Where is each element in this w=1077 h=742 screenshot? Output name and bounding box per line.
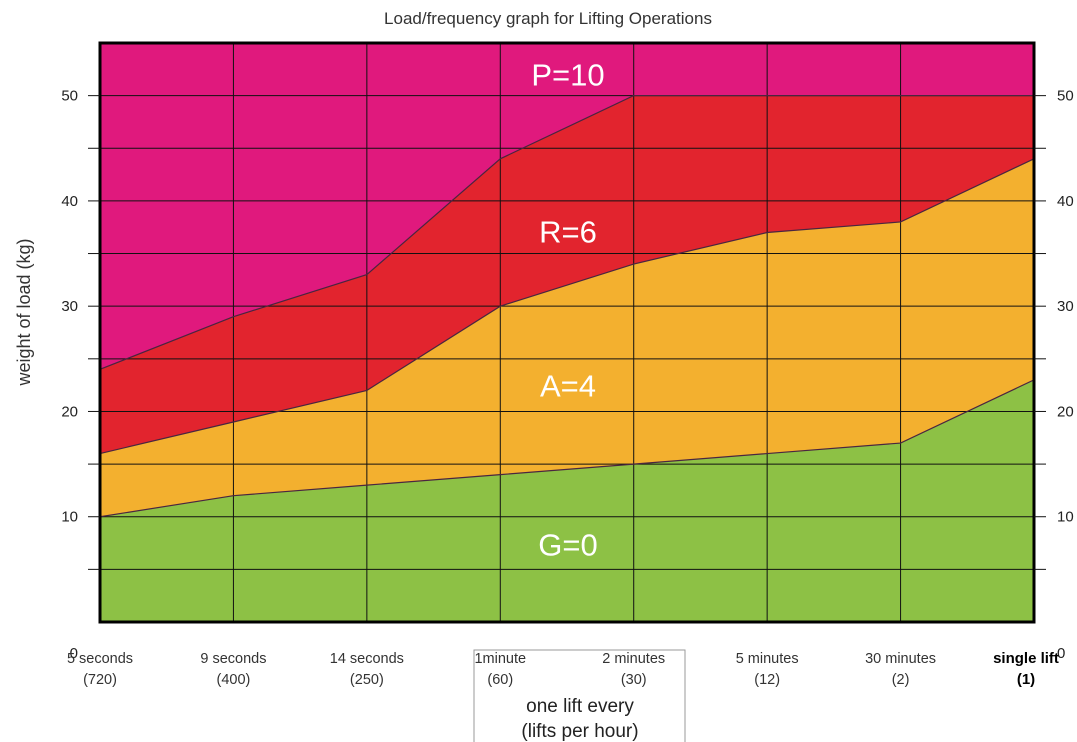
- x-axis: 5 seconds (720) 9 seconds (400) 14 seconds (2…: [67, 650, 1059, 688]
- x-tick-label: 5 minutes: [736, 651, 799, 667]
- zone-label-p-10: P=10: [531, 58, 604, 93]
- zone-label-g-0: G=0: [538, 528, 597, 563]
- x-axis-label-line-2: (lifts per hour): [521, 721, 638, 742]
- y-axis-right: 0 10 20 30 40 50: [1057, 88, 1074, 662]
- x-axis-label-line-1: one lift every: [526, 696, 634, 717]
- x-tick-label: 2 minutes: [602, 651, 665, 667]
- zone-area-p-10: [100, 43, 1034, 370]
- zone-area-r-6: [100, 95, 1034, 454]
- zone-area-a-4: [100, 158, 1034, 517]
- zone-boundary-g-0: [99, 379, 1035, 518]
- chart-title: Load/frequency graph for Lifting Operati…: [384, 9, 712, 28]
- y-tick-label-left: 30: [61, 298, 78, 315]
- y-tick-label-left: 10: [61, 509, 78, 526]
- x-tick-sublabel: (250): [350, 672, 384, 688]
- plot-border: [98, 41, 1036, 624]
- axis-ticks: [88, 95, 1046, 570]
- y-tick-label-right: 10: [1057, 509, 1074, 526]
- y-tick-label-right: 0: [1057, 645, 1065, 662]
- x-tick-sublabel: (400): [216, 672, 250, 688]
- x-axis-label-box: [473, 649, 686, 742]
- y-tick-label-left: 40: [61, 193, 78, 210]
- x-tick-label: 1minute: [474, 651, 526, 667]
- zone-label-a-4: A=4: [540, 369, 596, 404]
- y-tick-label-left: 20: [61, 403, 78, 420]
- x-tick-sublabel: (720): [83, 672, 117, 688]
- zones: [100, 43, 1034, 622]
- x-tick-sublabel: (1): [1017, 671, 1035, 688]
- y-tick-label-right: 30: [1057, 298, 1074, 315]
- x-tick-sublabel: (30): [621, 672, 647, 688]
- x-tick-label: single lift: [993, 650, 1059, 667]
- zone-boundaries: [99, 95, 1035, 518]
- zone-boundary-a-4: [99, 158, 1035, 455]
- x-tick-sublabel: (12): [754, 672, 780, 688]
- zone-label-r-6: R=6: [539, 214, 597, 249]
- y-tick-label-left: 0: [70, 645, 78, 662]
- zone-boundary-r-6: [99, 95, 1034, 370]
- zone-area-g-0: [100, 379, 1034, 622]
- x-tick-label: 5 seconds: [67, 651, 133, 667]
- x-tick-label: 30 minutes: [865, 651, 936, 667]
- y-tick-label-right: 40: [1057, 193, 1074, 210]
- y-axis-left: 0 10 20 30 40 50: [61, 88, 78, 662]
- x-tick-sublabel: (2): [892, 672, 910, 688]
- x-tick-label: 9 seconds: [200, 651, 266, 667]
- x-tick-label: 14 seconds: [330, 651, 404, 667]
- y-axis-label: weight of load (kg): [14, 238, 34, 386]
- y-tick-label-right: 20: [1057, 403, 1074, 420]
- y-tick-label-left: 50: [61, 88, 78, 105]
- zone-labels: G=0 A=4 R=6 P=10: [531, 58, 604, 563]
- x-tick-sublabel: (60): [487, 672, 513, 688]
- y-tick-label-right: 50: [1057, 88, 1074, 105]
